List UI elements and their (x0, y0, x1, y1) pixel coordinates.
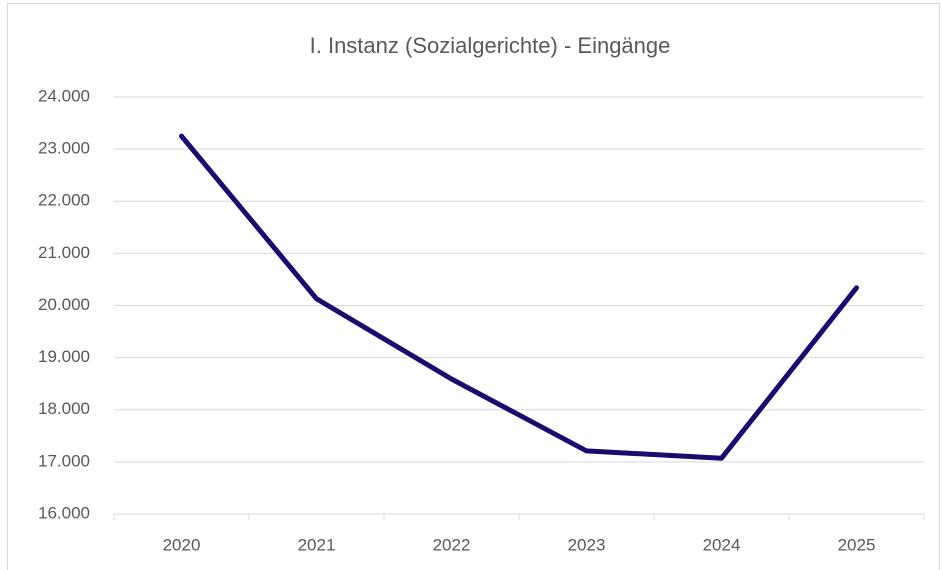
x-tick-label: 2021 (298, 535, 336, 554)
x-tick-label: 2020 (163, 535, 201, 554)
y-tick-label: 21.000 (38, 243, 90, 262)
y-tick-label: 19.000 (38, 347, 90, 366)
x-tick-label: 2023 (568, 535, 606, 554)
y-tick-label: 17.000 (38, 451, 90, 470)
y-tick-label: 23.000 (38, 139, 90, 158)
x-tick-label: 2024 (703, 535, 741, 554)
y-tick-label: 20.000 (38, 295, 90, 314)
y-tick-label: 22.000 (38, 191, 90, 210)
x-tick-label: 2025 (838, 535, 876, 554)
y-tick-label: 24.000 (38, 86, 90, 105)
chart-title: I. Instanz (Sozialgerichte) - Eingänge (310, 33, 671, 58)
data-line (179, 133, 859, 461)
x-tick-label: 2022 (433, 535, 471, 554)
chart-frame (7, 3, 940, 570)
y-tick-label: 16.000 (38, 503, 90, 522)
y-tick-label: 18.000 (38, 399, 90, 418)
